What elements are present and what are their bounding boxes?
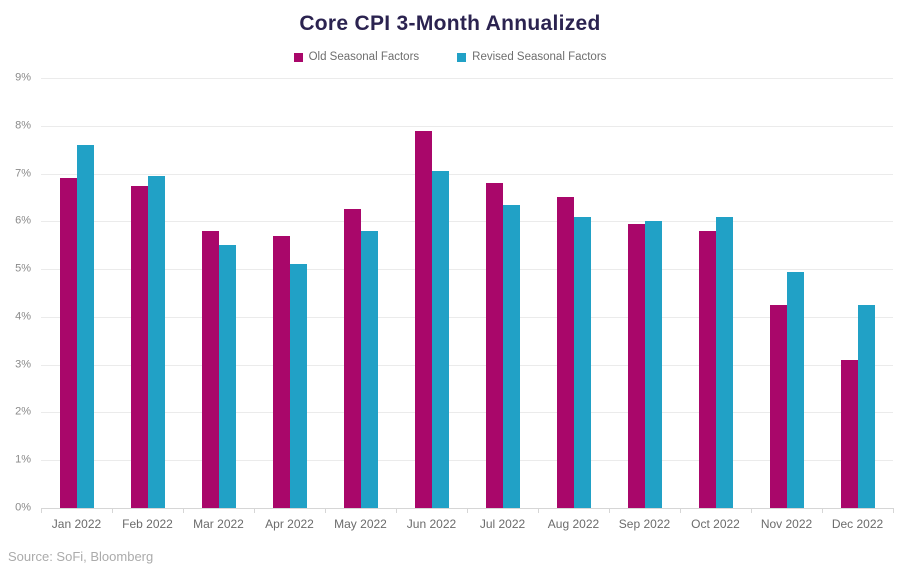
bar-group-feb-2022: Feb 2022 — [112, 78, 183, 531]
x-axis-label: May 2022 — [334, 517, 387, 531]
gridline-2%: 2% — [15, 406, 893, 417]
y-axis-label: 3% — [15, 358, 31, 371]
y-axis-label: 2% — [15, 405, 31, 418]
x-axis-label: Mar 2022 — [193, 517, 244, 531]
bar-old-seasonal-factors-jun-2022 — [414, 130, 432, 508]
bar-old-seasonal-factors-may-2022 — [343, 209, 361, 508]
source-note: Source: SoFi, Bloomberg — [8, 549, 154, 564]
y-axis-label: 9% — [15, 71, 31, 84]
bar-revised-seasonal-factors-jan-2022 — [76, 144, 94, 508]
x-axis-tick — [396, 508, 397, 513]
bar-group-apr-2022: Apr 2022 — [254, 78, 325, 531]
bar-old-seasonal-factors-aug-2022 — [556, 197, 574, 508]
legend-item-revised-seasonal-factors: Revised Seasonal Factors — [457, 51, 606, 63]
x-axis-tick — [538, 508, 539, 513]
bar-group-dec-2022: Dec 2022 — [822, 78, 893, 531]
chart-title: Core CPI 3-Month Annualized — [299, 12, 601, 35]
bar-revised-seasonal-factors-feb-2022 — [147, 175, 165, 508]
bar-revised-seasonal-factors-nov-2022 — [786, 271, 804, 508]
x-axis-tick — [254, 508, 255, 513]
x-axis-label: Jun 2022 — [406, 517, 457, 531]
x-axis-label: Dec 2022 — [831, 517, 884, 531]
x-axis-tick — [183, 508, 184, 513]
y-axis-label: 5% — [15, 262, 31, 275]
x-axis-tick — [112, 508, 113, 513]
x-axis-label: Aug 2022 — [547, 517, 600, 531]
y-axis-label: 8% — [15, 119, 31, 132]
x-axis-label: Apr 2022 — [265, 517, 314, 531]
plot-area: 0% 1% 2% 3% 4% 5% 6% 7% 8% 9% Jan 2022 Feb 2022 Mar … — [15, 72, 894, 531]
gridline-1%: 1% — [15, 454, 893, 465]
y-axis-label: 6% — [15, 214, 31, 227]
x-axis-label: Sep 2022 — [618, 517, 671, 531]
x-axis-tick — [609, 508, 610, 513]
x-axis-tick — [822, 508, 823, 513]
x-axis-tick — [893, 508, 894, 513]
bar-groups: Jan 2022 Feb 2022 Mar 2022 Apr 2022 May 2022… — [41, 78, 893, 531]
bar-old-seasonal-factors-jul-2022 — [485, 183, 503, 508]
legend-swatch-icon — [457, 52, 467, 62]
y-axis-label: 0% — [15, 501, 31, 514]
bar-group-jun-2022: Jun 2022 — [396, 78, 467, 531]
bar-old-seasonal-factors-jan-2022 — [59, 178, 77, 508]
x-axis-label: Nov 2022 — [760, 517, 813, 531]
gridline-7%: 7% — [15, 168, 893, 179]
bar-group-mar-2022: Mar 2022 — [183, 78, 254, 531]
bar-revised-seasonal-factors-may-2022 — [360, 230, 378, 508]
bar-group-jul-2022: Jul 2022 — [467, 78, 538, 531]
gridline-5%: 5% — [15, 263, 893, 274]
x-axis-tick — [41, 508, 42, 513]
bar-group-nov-2022: Nov 2022 — [751, 78, 822, 531]
gridline-4%: 4% — [15, 311, 893, 322]
gridline-9%: 9% — [15, 72, 893, 83]
bar-group-jan-2022: Jan 2022 — [41, 78, 112, 531]
x-axis-tick — [751, 508, 752, 513]
bar-old-seasonal-factors-oct-2022 — [698, 230, 716, 508]
bar-revised-seasonal-factors-apr-2022 — [289, 264, 307, 508]
bar-old-seasonal-factors-sep-2022 — [627, 223, 645, 508]
bar-old-seasonal-factors-apr-2022 — [272, 235, 290, 508]
bar-revised-seasonal-factors-jun-2022 — [431, 171, 449, 508]
x-axis-tick — [680, 508, 681, 513]
y-axis-label: 7% — [15, 167, 31, 180]
bar-revised-seasonal-factors-mar-2022 — [218, 245, 236, 508]
bar-revised-seasonal-factors-oct-2022 — [715, 216, 733, 508]
legend-label: Old Seasonal Factors — [308, 51, 420, 63]
bar-old-seasonal-factors-nov-2022 — [769, 304, 787, 508]
x-axis-tick — [467, 508, 468, 513]
x-axis-label: Jan 2022 — [51, 517, 102, 531]
bar-group-aug-2022: Aug 2022 — [538, 78, 609, 531]
x-axis-tick — [325, 508, 326, 513]
bar-old-seasonal-factors-mar-2022 — [201, 230, 219, 508]
bar-revised-seasonal-factors-dec-2022 — [857, 304, 875, 508]
bar-old-seasonal-factors-feb-2022 — [130, 185, 148, 508]
x-axis-label: Oct 2022 — [691, 517, 740, 531]
legend-swatch-icon — [293, 52, 303, 62]
bar-revised-seasonal-factors-aug-2022 — [573, 216, 591, 508]
bar-old-seasonal-factors-dec-2022 — [840, 359, 858, 508]
bar-revised-seasonal-factors-sep-2022 — [644, 221, 662, 508]
bar-group-sep-2022: Sep 2022 — [609, 78, 680, 531]
x-axis-label: Jul 2022 — [479, 517, 526, 531]
legend-item-old-seasonal-factors: Old Seasonal Factors — [293, 51, 420, 63]
y-axis-label: 4% — [15, 310, 31, 323]
gridline-8%: 8% — [15, 120, 893, 131]
x-axis-label: Feb 2022 — [122, 517, 173, 531]
legend: Old Seasonal Factors Revised Seasonal Fac… — [0, 51, 900, 63]
bar-revised-seasonal-factors-jul-2022 — [502, 204, 520, 508]
gridline-3%: 3% — [15, 359, 893, 370]
bar-group-oct-2022: Oct 2022 — [680, 78, 751, 531]
y-axis-label: 1% — [15, 453, 31, 466]
bar-group-may-2022: May 2022 — [325, 78, 396, 531]
legend-label: Revised Seasonal Factors — [472, 51, 607, 63]
gridline-6%: 6% — [15, 215, 893, 226]
